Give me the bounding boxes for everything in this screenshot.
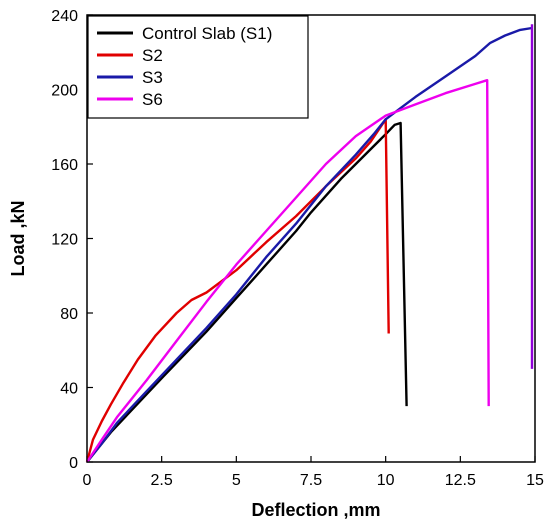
series-line-4 xyxy=(86,79,490,463)
legend-label: S6 xyxy=(142,90,163,109)
legend-label: S3 xyxy=(142,68,163,87)
legend-label: Control Slab (S1) xyxy=(142,24,272,43)
x-axis-title: Deflection ,mm xyxy=(251,500,380,520)
y-tick-label: 120 xyxy=(51,232,78,249)
y-axis-title: Load ,kN xyxy=(8,200,28,276)
y-axis-ticks: 0 40 80 120 160 200 240 xyxy=(51,8,93,472)
y-tick-label: 40 xyxy=(60,381,78,398)
x-tick-label: 10 xyxy=(377,472,395,489)
x-tick-label: 0 xyxy=(83,472,92,489)
y-tick-label: 0 xyxy=(69,455,78,472)
x-axis-ticks: 0 2.5 5 7.5 10 12.5 15 xyxy=(83,456,544,489)
x-tick-label: 15 xyxy=(526,472,544,489)
series-line-2 xyxy=(85,118,390,463)
series-line-1 xyxy=(86,121,408,463)
x-tick-label: 2.5 xyxy=(151,472,173,489)
y-tick-label: 240 xyxy=(51,8,78,25)
legend: Control Slab (S1) S2 S3 S6 xyxy=(87,15,309,119)
series-line-3 xyxy=(86,26,533,463)
x-tick-label: 12.5 xyxy=(445,472,476,489)
x-tick-label: 5 xyxy=(232,472,241,489)
y-tick-label: 200 xyxy=(51,83,78,100)
y-tick-label: 80 xyxy=(60,306,78,323)
x-tick-label: 7.5 xyxy=(300,472,322,489)
legend-label: S2 xyxy=(142,46,163,65)
y-tick-label: 160 xyxy=(51,157,78,174)
